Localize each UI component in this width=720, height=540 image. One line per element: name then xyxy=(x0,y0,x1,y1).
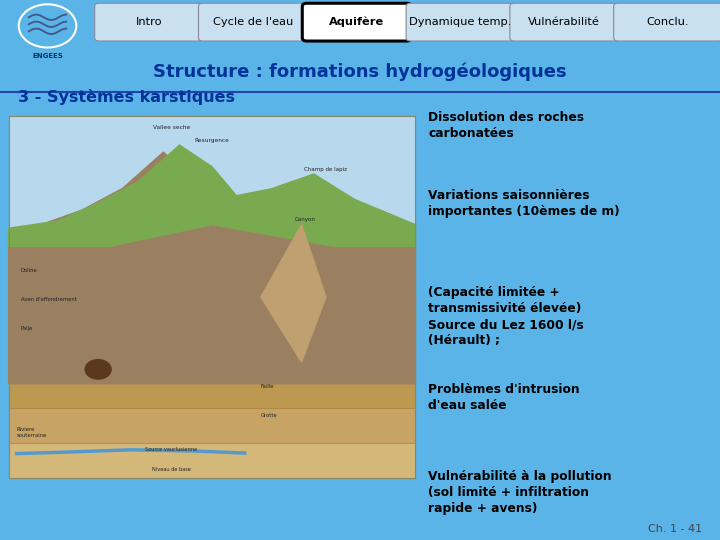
Text: Structure : formations hydrogéologiques: Structure : formations hydrogéologiques xyxy=(153,62,567,80)
Text: Aven d'effondrement: Aven d'effondrement xyxy=(21,297,77,302)
FancyBboxPatch shape xyxy=(9,116,415,290)
Text: Intro: Intro xyxy=(136,17,163,27)
Polygon shape xyxy=(9,152,415,384)
Text: Palje: Palje xyxy=(21,326,33,331)
FancyBboxPatch shape xyxy=(406,3,515,41)
Text: Champ de lapiz: Champ de lapiz xyxy=(305,167,348,172)
Text: Dissolution des roches
carbonatées: Dissolution des roches carbonatées xyxy=(428,111,585,140)
Text: Riviere
souterraine: Riviere souterraine xyxy=(17,427,47,438)
Text: Cycle de l'eau: Cycle de l'eau xyxy=(213,17,293,27)
Text: Canyon: Canyon xyxy=(295,218,316,222)
Text: Vallee seche: Vallee seche xyxy=(153,125,190,130)
FancyBboxPatch shape xyxy=(510,3,618,41)
Text: Source vauclusienne: Source vauclusienne xyxy=(145,447,197,452)
Polygon shape xyxy=(9,145,415,246)
Text: Faille: Faille xyxy=(261,384,274,389)
Text: Vulnérabilité à la pollution
(sol limité + infiltration
rapide + avens): Vulnérabilité à la pollution (sol limité… xyxy=(428,470,612,515)
Text: Doline: Doline xyxy=(21,268,37,273)
Text: (Capacité limitée +
transmissivité élevée)
Source du Lez 1600 l/s
(Hérault) ;: (Capacité limitée + transmissivité élevé… xyxy=(428,286,584,347)
Text: Vulnérabilité: Vulnérabilité xyxy=(528,17,600,27)
FancyBboxPatch shape xyxy=(9,394,415,443)
FancyBboxPatch shape xyxy=(613,3,720,41)
FancyBboxPatch shape xyxy=(9,364,415,408)
Text: Conclu.: Conclu. xyxy=(647,17,689,27)
Text: Ch. 1 - 41: Ch. 1 - 41 xyxy=(648,523,702,534)
Text: Aquifère: Aquifère xyxy=(329,17,384,28)
FancyBboxPatch shape xyxy=(302,3,411,41)
Circle shape xyxy=(85,360,111,379)
Text: Resurgence: Resurgence xyxy=(194,138,230,143)
FancyBboxPatch shape xyxy=(9,116,415,478)
FancyBboxPatch shape xyxy=(9,424,415,478)
Text: Grotte: Grotte xyxy=(261,413,278,418)
FancyBboxPatch shape xyxy=(9,335,415,373)
FancyBboxPatch shape xyxy=(95,3,204,41)
FancyBboxPatch shape xyxy=(199,3,307,41)
Text: Dynamique temp.: Dynamique temp. xyxy=(409,17,512,27)
Text: Variations saisonnières
importantes (10èmes de m): Variations saisonnières importantes (10è… xyxy=(428,189,620,218)
Text: ENGEES: ENGEES xyxy=(32,53,63,59)
Text: 3 - Systèmes karstiques: 3 - Systèmes karstiques xyxy=(18,89,235,105)
Text: Problèmes d'intrusion
d'eau salée: Problèmes d'intrusion d'eau salée xyxy=(428,383,580,413)
Text: Niveau de base: Niveau de base xyxy=(152,467,191,472)
Polygon shape xyxy=(261,225,326,362)
